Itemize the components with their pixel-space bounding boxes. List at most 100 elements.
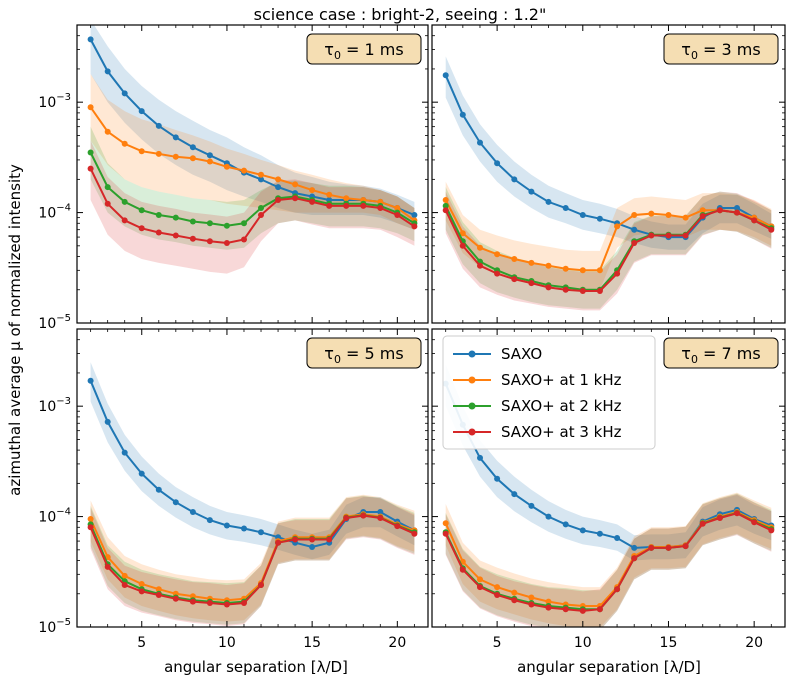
data-point <box>104 418 111 425</box>
data-point <box>206 517 213 524</box>
data-point <box>442 197 449 203</box>
data-point <box>477 139 483 146</box>
legend-box <box>442 335 656 450</box>
data-point <box>326 191 333 198</box>
data-point <box>579 607 586 614</box>
data-point <box>172 214 179 221</box>
data-point <box>189 218 196 225</box>
data-point <box>411 212 418 218</box>
data-point <box>241 236 247 243</box>
data-point <box>241 220 247 227</box>
data-point <box>631 555 638 562</box>
data-point <box>494 475 501 482</box>
data-point <box>545 262 552 269</box>
data-point <box>189 509 196 515</box>
data-point <box>442 530 449 537</box>
data-point <box>121 140 128 147</box>
data-point <box>751 217 758 224</box>
data-point <box>494 251 501 258</box>
data-point <box>104 200 111 207</box>
data-point <box>121 198 128 205</box>
data-point <box>206 220 213 227</box>
data-point <box>614 223 621 230</box>
series-line-1 <box>89 380 415 549</box>
data-point <box>477 454 483 461</box>
data-point <box>699 520 706 527</box>
y-tick-label: 10−3 <box>38 396 71 415</box>
data-point <box>528 259 535 266</box>
panel-3: 5 10 15 20 10−5 10−4 10−3 τ0 = 5 ms <box>38 328 429 651</box>
data-point <box>442 202 449 209</box>
x-tick-label: 20 <box>745 635 763 651</box>
data-point <box>631 240 638 246</box>
plot-area <box>442 56 775 311</box>
data-point <box>562 521 569 528</box>
band-3 <box>445 493 772 627</box>
data-point <box>528 280 535 287</box>
legend-swatch-marker <box>468 428 476 436</box>
data-point <box>665 212 672 218</box>
data-point <box>138 108 145 115</box>
data-point <box>326 202 333 209</box>
tau-badge <box>306 337 422 369</box>
data-point <box>734 510 740 517</box>
data-point <box>309 187 316 194</box>
data-point <box>155 586 162 593</box>
data-point <box>258 582 264 588</box>
data-point <box>511 589 518 596</box>
series-line-1 <box>444 383 772 549</box>
data-point <box>172 595 179 602</box>
data-point <box>309 544 316 550</box>
data-point <box>596 530 603 537</box>
legend: SAXO SAXO+ at 1 kHz SAXO+ at 2 kHz SAXO+ at… <box>442 335 656 450</box>
data-point <box>394 205 401 211</box>
data-point <box>494 592 501 598</box>
data-point <box>477 262 483 269</box>
plot-area <box>442 364 775 627</box>
data-point <box>699 213 706 220</box>
data-point <box>206 600 213 606</box>
data-point <box>459 566 466 573</box>
data-point <box>87 165 94 172</box>
data-point <box>172 232 179 239</box>
data-point <box>258 171 264 178</box>
data-point <box>682 214 689 221</box>
data-point <box>631 544 638 551</box>
data-point <box>189 598 196 605</box>
data-point <box>343 515 350 521</box>
band-1 <box>445 56 772 250</box>
data-point <box>545 598 552 605</box>
data-point <box>87 524 94 531</box>
data-point <box>631 212 638 218</box>
x-tick-label: 20 <box>388 635 406 651</box>
y-tick-label: 10−4 <box>38 203 71 222</box>
data-point <box>494 584 501 591</box>
data-point <box>258 212 264 218</box>
data-point <box>477 576 483 583</box>
data-point <box>189 155 196 162</box>
panel-1: 10−5 10−4 10−3 τ0 = 1 ms <box>38 24 429 332</box>
data-point <box>734 205 740 211</box>
band-1 <box>90 362 415 560</box>
data-point <box>596 606 603 613</box>
x-tick-label: 5 <box>493 635 502 651</box>
band-2 <box>90 494 415 622</box>
data-point <box>121 582 128 588</box>
data-point <box>121 449 128 456</box>
y-tick-label: 10−5 <box>38 313 71 332</box>
data-point <box>275 176 282 183</box>
legend-entry-label: SAXO+ at 2 kHz <box>501 397 622 415</box>
data-point <box>699 207 706 214</box>
data-point <box>768 527 775 534</box>
data-point <box>459 111 466 118</box>
data-point <box>751 519 758 526</box>
data-point <box>104 563 111 570</box>
x-tick-label: 15 <box>303 635 321 651</box>
data-point <box>579 288 586 294</box>
band-2 <box>445 492 772 627</box>
data-point <box>562 265 569 272</box>
data-point <box>87 516 94 522</box>
tau-badge-label: τ0 = 3 ms <box>681 40 760 62</box>
figure-title: science case : bright-2, seeing : 1.2" <box>254 5 547 24</box>
x-tick-label: 10 <box>218 635 236 651</box>
